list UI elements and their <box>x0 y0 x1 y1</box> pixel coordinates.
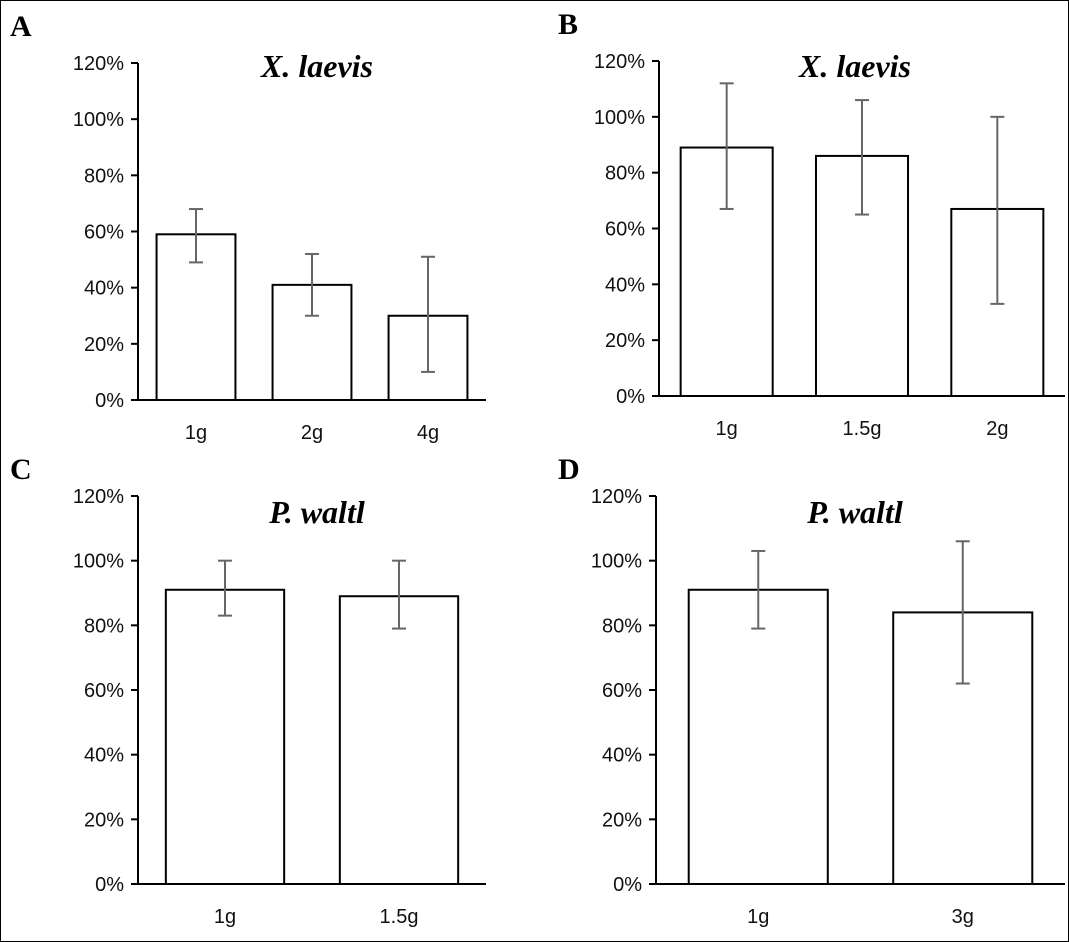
chart-panel-b: B X. laevis 0% 20% 40% 60% 80% 100% 120% 1g 1.5g 2g <box>558 8 1065 440</box>
y-tick-label: 60% <box>602 680 642 702</box>
y-tick-label: 40% <box>84 745 124 767</box>
chart-panel-c: C P. waltl 0% 20% 40% 60% 80% 100% 120% 1g 1.5g <box>10 453 486 928</box>
y-tick-label: 0% <box>95 390 124 412</box>
x-tick-label: 1.5g <box>843 418 882 440</box>
bar-1-5g <box>338 595 460 885</box>
x-tick-label: 4g <box>417 422 439 444</box>
y-tick-label: 100% <box>591 551 642 573</box>
x-tick-label: 3g <box>952 906 974 928</box>
y-tick-label: 20% <box>84 334 124 356</box>
chart-title: X. laevis <box>798 48 911 84</box>
x-tick-label: 1g <box>747 906 769 928</box>
y-tick-label: 80% <box>84 615 124 637</box>
y-tick-label: 0% <box>95 874 124 896</box>
y-tick-label: 20% <box>605 330 645 352</box>
y-tick-label: 20% <box>602 809 642 831</box>
panel-letter: D <box>558 453 580 486</box>
y-tick-label: 100% <box>73 551 124 573</box>
y-tick-label: 60% <box>605 219 645 241</box>
panel-letter: B <box>558 8 578 41</box>
x-tick-label: 2g <box>301 422 323 444</box>
x-tick-label: 1.5g <box>380 906 419 928</box>
y-tick-label: 80% <box>84 165 124 187</box>
bar-1g <box>164 588 286 885</box>
y-tick-label: 60% <box>84 222 124 244</box>
x-tick-label: 1g <box>214 906 236 928</box>
y-tick-label: 100% <box>594 107 645 129</box>
chart-panel-a: A X. laevis 0% 20% 40% 60% 80% 100% 120% 1g 2g 4g <box>10 10 486 444</box>
y-tick-label: 120% <box>73 486 124 508</box>
y-tick-label: 120% <box>591 486 642 508</box>
y-tick-label: 20% <box>84 809 124 831</box>
chart-title: P. waltl <box>268 494 365 530</box>
x-tick-label: 1g <box>716 418 738 440</box>
y-tick-label: 120% <box>73 53 124 75</box>
x-tick-label: 2g <box>986 418 1008 440</box>
y-tick-label: 60% <box>84 680 124 702</box>
chart-panel-d: D P. waltl 0% 20% 40% 60% 80% 100% 120% 1g 3g <box>558 453 1065 928</box>
y-tick-label: 120% <box>594 51 645 73</box>
panel-letter: A <box>10 10 32 43</box>
y-tick-label: 40% <box>605 274 645 296</box>
y-tick-label: 0% <box>613 874 642 896</box>
y-tick-label: 40% <box>602 745 642 767</box>
bar-1g <box>687 588 829 885</box>
y-tick-label: 80% <box>605 163 645 185</box>
panel-letter: C <box>10 453 32 486</box>
y-tick-label: 80% <box>602 615 642 637</box>
chart-title: X. laevis <box>260 48 373 84</box>
y-tick-label: 100% <box>73 109 124 131</box>
chart-title: P. waltl <box>806 494 903 530</box>
y-tick-label: 40% <box>84 278 124 300</box>
x-tick-label: 1g <box>185 422 207 444</box>
y-tick-label: 0% <box>616 386 645 408</box>
